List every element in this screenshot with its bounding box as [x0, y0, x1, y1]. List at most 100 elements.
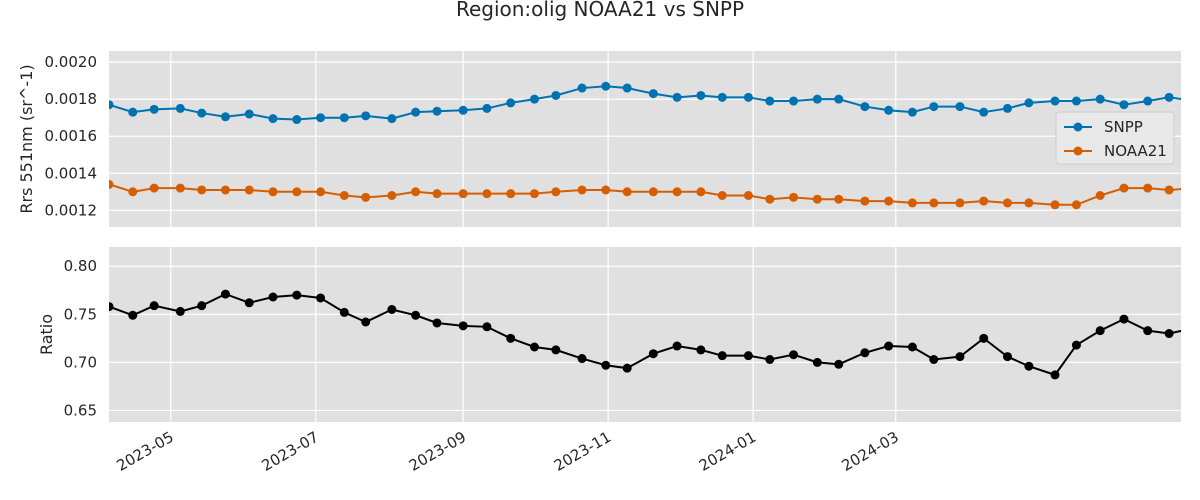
data-point	[860, 196, 870, 206]
data-point	[789, 350, 799, 360]
series-group	[109, 81, 1200, 210]
y-tick-label: 0.0014	[45, 164, 98, 182]
data-point	[622, 363, 632, 373]
data-point	[622, 187, 632, 197]
x-axis: 2023-05 2023-07 2023-09 2023-11 2024-01 2024-…	[114, 428, 902, 475]
data-point	[458, 321, 468, 331]
data-point	[672, 187, 682, 197]
data-point	[292, 187, 302, 197]
y-tick-label: 0.75	[64, 305, 97, 323]
data-point	[128, 107, 138, 117]
data-point	[648, 349, 658, 359]
data-point	[834, 359, 844, 369]
data-point	[1119, 314, 1129, 324]
data-point	[717, 191, 727, 201]
data-point	[577, 83, 587, 93]
data-point	[268, 187, 278, 197]
data-point	[411, 310, 421, 320]
data-point	[506, 189, 516, 199]
data-point	[175, 103, 185, 113]
data-point	[482, 103, 492, 113]
data-point	[1191, 184, 1200, 193]
x-tick-label: 2024-01	[696, 428, 759, 475]
data-point	[1164, 329, 1174, 339]
data-point	[109, 302, 114, 312]
data-point	[1191, 97, 1200, 106]
y-tick-label: 0.65	[64, 401, 97, 419]
data-point	[743, 351, 753, 361]
data-point	[220, 112, 230, 122]
data-point	[860, 102, 870, 112]
data-point	[834, 94, 844, 104]
y-tick-label: 0.70	[64, 353, 97, 371]
y-tick-label: 0.0012	[45, 201, 98, 219]
data-point	[1143, 183, 1153, 193]
data-point	[268, 292, 278, 302]
data-point	[812, 194, 822, 204]
data-point	[458, 105, 468, 115]
data-point	[482, 322, 492, 332]
data-point	[109, 100, 114, 110]
data-point	[907, 107, 917, 117]
data-point	[244, 185, 254, 195]
data-point	[197, 108, 207, 118]
data-point	[1164, 92, 1174, 102]
y-tick-label: 0.0020	[45, 53, 98, 71]
data-point	[743, 92, 753, 102]
data-point	[1071, 340, 1081, 350]
data-point	[506, 333, 516, 343]
data-point	[292, 290, 302, 300]
data-point	[1119, 100, 1129, 110]
series-group	[109, 289, 1181, 380]
data-point	[696, 90, 706, 100]
data-point	[979, 196, 989, 206]
data-point	[743, 191, 753, 201]
data-point	[1095, 326, 1105, 336]
data-point	[884, 105, 894, 115]
data-point	[432, 318, 442, 328]
data-point	[622, 83, 632, 93]
data-point	[1002, 103, 1012, 113]
data-point	[361, 317, 371, 327]
data-point	[672, 341, 682, 351]
data-point	[907, 342, 917, 352]
data-point	[149, 183, 159, 193]
data-point	[339, 191, 349, 201]
data-point	[1095, 94, 1105, 104]
data-point	[648, 89, 658, 99]
data-point	[577, 354, 587, 364]
data-point	[765, 194, 775, 204]
y-axis-label: Rrs 551nm (sr^-1)	[17, 64, 36, 213]
data-point	[268, 114, 278, 124]
data-point	[1002, 352, 1012, 362]
data-point	[696, 187, 706, 197]
data-point	[929, 355, 939, 364]
data-point	[175, 306, 185, 316]
data-point	[672, 92, 682, 102]
data-point	[601, 360, 611, 370]
legend: SNPP NOAA21	[1055, 111, 1175, 165]
data-point	[601, 81, 611, 91]
data-point	[1143, 96, 1153, 106]
y-tick-label: 0.0016	[45, 127, 98, 145]
data-point	[717, 351, 727, 361]
data-point	[149, 104, 159, 114]
data-point	[411, 107, 421, 117]
data-point	[220, 289, 230, 299]
data-point	[432, 189, 442, 199]
data-point	[316, 113, 326, 123]
legend-marker	[1073, 122, 1083, 132]
data-point	[432, 106, 442, 116]
data-point	[506, 98, 516, 108]
data-point	[884, 196, 894, 206]
data-point	[197, 301, 207, 311]
data-point	[696, 345, 706, 355]
data-point	[1050, 370, 1060, 380]
bottom-panel: 0.65 0.70 0.75 0.80 Ratio	[37, 247, 1181, 422]
data-point	[149, 301, 159, 311]
data-point	[929, 102, 939, 112]
data-point	[765, 355, 775, 364]
data-point	[244, 298, 254, 308]
legend-label: SNPP	[1104, 118, 1143, 136]
